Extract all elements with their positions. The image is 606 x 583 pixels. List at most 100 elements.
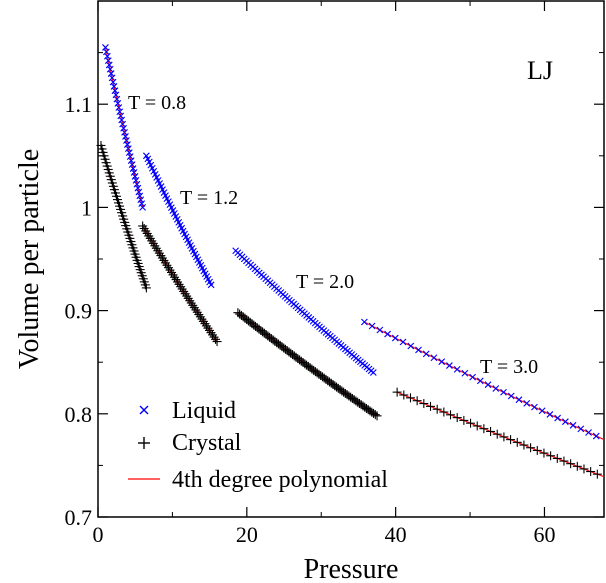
legend: Liquid Crystal 4th degree polynomial: [128, 398, 388, 493]
crystal-point: [399, 390, 409, 400]
legend-label-polynomial: 4th degree polynomial: [172, 467, 388, 493]
y-axis-title: Volume per particle: [14, 149, 45, 369]
crystal-point: [182, 291, 192, 301]
crystal-point: [180, 289, 190, 299]
crystal-point: [412, 396, 422, 406]
liquid-point: [407, 342, 415, 350]
liquid-point: [507, 392, 515, 400]
x-tick-label: 20: [236, 522, 258, 547]
crystal-point: [519, 440, 529, 450]
liquid-point: [523, 400, 531, 407]
liquid-point: [569, 421, 577, 429]
crystal-point: [153, 246, 163, 256]
crystal-point: [405, 393, 415, 403]
crystal-point: [559, 456, 569, 466]
liquid-point: [461, 369, 469, 377]
liquid-point: [207, 281, 215, 289]
crystal-point: [170, 272, 180, 282]
axis-layer: 0 20 40 60 0.7 0.8 0.9 1 1.1: [65, 1, 604, 547]
crystal-point: [492, 429, 502, 439]
temperature-label-t30: T = 3.0: [480, 356, 538, 378]
liquid-point: [137, 196, 145, 204]
crystal-point: [392, 387, 402, 397]
crystal-point: [165, 265, 175, 275]
crystal-point: [539, 448, 549, 458]
liquid-point: [135, 188, 143, 196]
crystal-point: [174, 279, 184, 289]
liquid-point: [126, 153, 134, 161]
liquid-point: [130, 169, 138, 176]
y-tick-label: 1: [81, 195, 92, 220]
liquid-point: [391, 334, 399, 342]
liquid-point: [119, 120, 127, 128]
crystal-point: [370, 410, 380, 420]
crystal-point: [572, 461, 582, 471]
crystal-point: [162, 260, 172, 270]
liquid-point: [121, 128, 128, 136]
liquid-point: [399, 338, 407, 346]
y-tick-label: 1.1: [65, 92, 93, 117]
temperature-label-t12: T = 1.2: [180, 187, 238, 209]
liquid-point: [361, 318, 368, 326]
liquid-point: [117, 112, 125, 120]
liquid-point: [538, 407, 546, 415]
crystal-point: [472, 421, 482, 431]
crystal-point: [189, 303, 199, 313]
crystal-point: [506, 435, 516, 445]
crystal-point: [201, 321, 211, 331]
crystal-point: [486, 426, 496, 436]
crystal-point: [512, 437, 522, 447]
crystal-point: [466, 418, 476, 428]
liquid-point: [368, 322, 376, 330]
crystal-point: [167, 267, 177, 277]
crystal-point: [552, 453, 562, 463]
liquid-point: [446, 362, 453, 369]
crystal-point: [159, 255, 169, 265]
y-tick-label: 0.9: [65, 299, 93, 324]
crystal-point: [200, 319, 210, 329]
crystal-point: [211, 334, 221, 344]
liquid-point: [129, 165, 137, 172]
liquid-point: [120, 124, 127, 132]
crystal-point: [566, 459, 576, 469]
legend-marker-crystal: [138, 437, 150, 449]
crystal-point: [479, 424, 489, 434]
crystal-point: [432, 404, 442, 414]
series-layer: [96, 44, 605, 479]
crystal-point: [156, 251, 166, 261]
liquid-point: [116, 108, 124, 116]
crystal-point: [526, 443, 536, 453]
crystal-point: [212, 337, 222, 347]
crystal-point: [499, 432, 509, 442]
crystal-point: [419, 399, 429, 409]
liquid-point: [476, 377, 484, 385]
liquid-point: [123, 141, 131, 148]
crystal-point: [163, 263, 173, 273]
x-tick-label: 40: [385, 522, 407, 547]
liquid-point: [131, 173, 139, 180]
liquid-point: [136, 192, 144, 200]
liquid-point: [415, 346, 422, 354]
crystal-point: [194, 310, 204, 320]
x-tick-label: 0: [93, 522, 104, 547]
crystal-point: [191, 305, 201, 315]
liquid-point: [122, 133, 129, 140]
liquid-point: [592, 432, 600, 440]
liquid-point: [127, 157, 135, 165]
liquid-point: [546, 411, 554, 418]
crystal-point: [459, 415, 469, 425]
crystal-point: [186, 298, 196, 308]
liquid-point: [134, 184, 142, 192]
liquid-point: [453, 366, 461, 373]
liquid-point: [554, 414, 562, 422]
liquid-point: [577, 425, 585, 433]
liquid-point: [469, 373, 476, 381]
crystal-point: [173, 277, 183, 287]
crystal-point: [151, 243, 161, 253]
liquid-point: [118, 116, 126, 124]
crystal-point: [372, 411, 382, 421]
crystal-point: [185, 296, 195, 306]
liquid-point: [132, 176, 140, 184]
crystal-point: [532, 445, 542, 455]
